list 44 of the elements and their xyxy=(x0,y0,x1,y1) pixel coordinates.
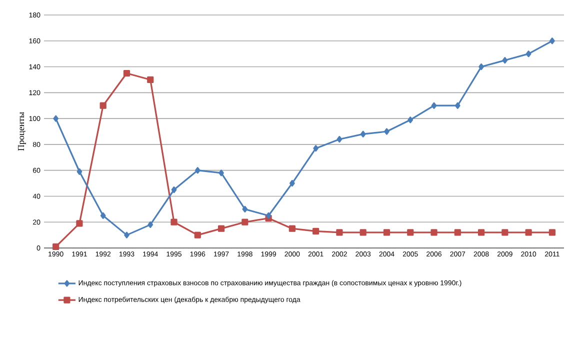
point xyxy=(147,76,154,84)
point xyxy=(100,212,106,219)
point xyxy=(502,229,508,236)
point xyxy=(242,218,248,226)
point xyxy=(124,232,130,238)
point xyxy=(336,229,343,236)
point xyxy=(383,229,390,236)
point xyxy=(431,102,437,109)
point xyxy=(454,229,461,236)
point xyxy=(360,130,366,138)
point xyxy=(478,229,485,236)
point xyxy=(194,167,200,174)
y-axis-title: Проценты xyxy=(18,112,26,151)
point xyxy=(242,206,248,212)
point xyxy=(454,102,460,109)
point xyxy=(502,57,508,64)
point xyxy=(171,186,177,194)
point xyxy=(148,221,154,228)
point xyxy=(313,145,318,152)
point xyxy=(53,115,58,122)
point xyxy=(100,102,106,109)
point xyxy=(550,38,555,44)
point xyxy=(76,220,83,227)
point xyxy=(218,170,224,176)
point xyxy=(288,225,296,232)
point xyxy=(430,229,438,236)
point xyxy=(218,225,225,232)
point xyxy=(548,229,556,236)
point xyxy=(123,70,130,77)
point xyxy=(407,229,414,236)
point xyxy=(384,128,390,135)
point xyxy=(336,136,342,143)
point xyxy=(526,50,532,58)
point xyxy=(52,243,60,250)
point xyxy=(478,63,484,70)
point xyxy=(290,180,295,187)
point xyxy=(525,229,532,236)
point xyxy=(266,212,272,219)
point xyxy=(408,116,414,124)
point xyxy=(76,168,82,175)
point xyxy=(360,229,366,236)
point xyxy=(312,228,320,234)
point xyxy=(194,232,201,238)
point xyxy=(170,218,178,226)
